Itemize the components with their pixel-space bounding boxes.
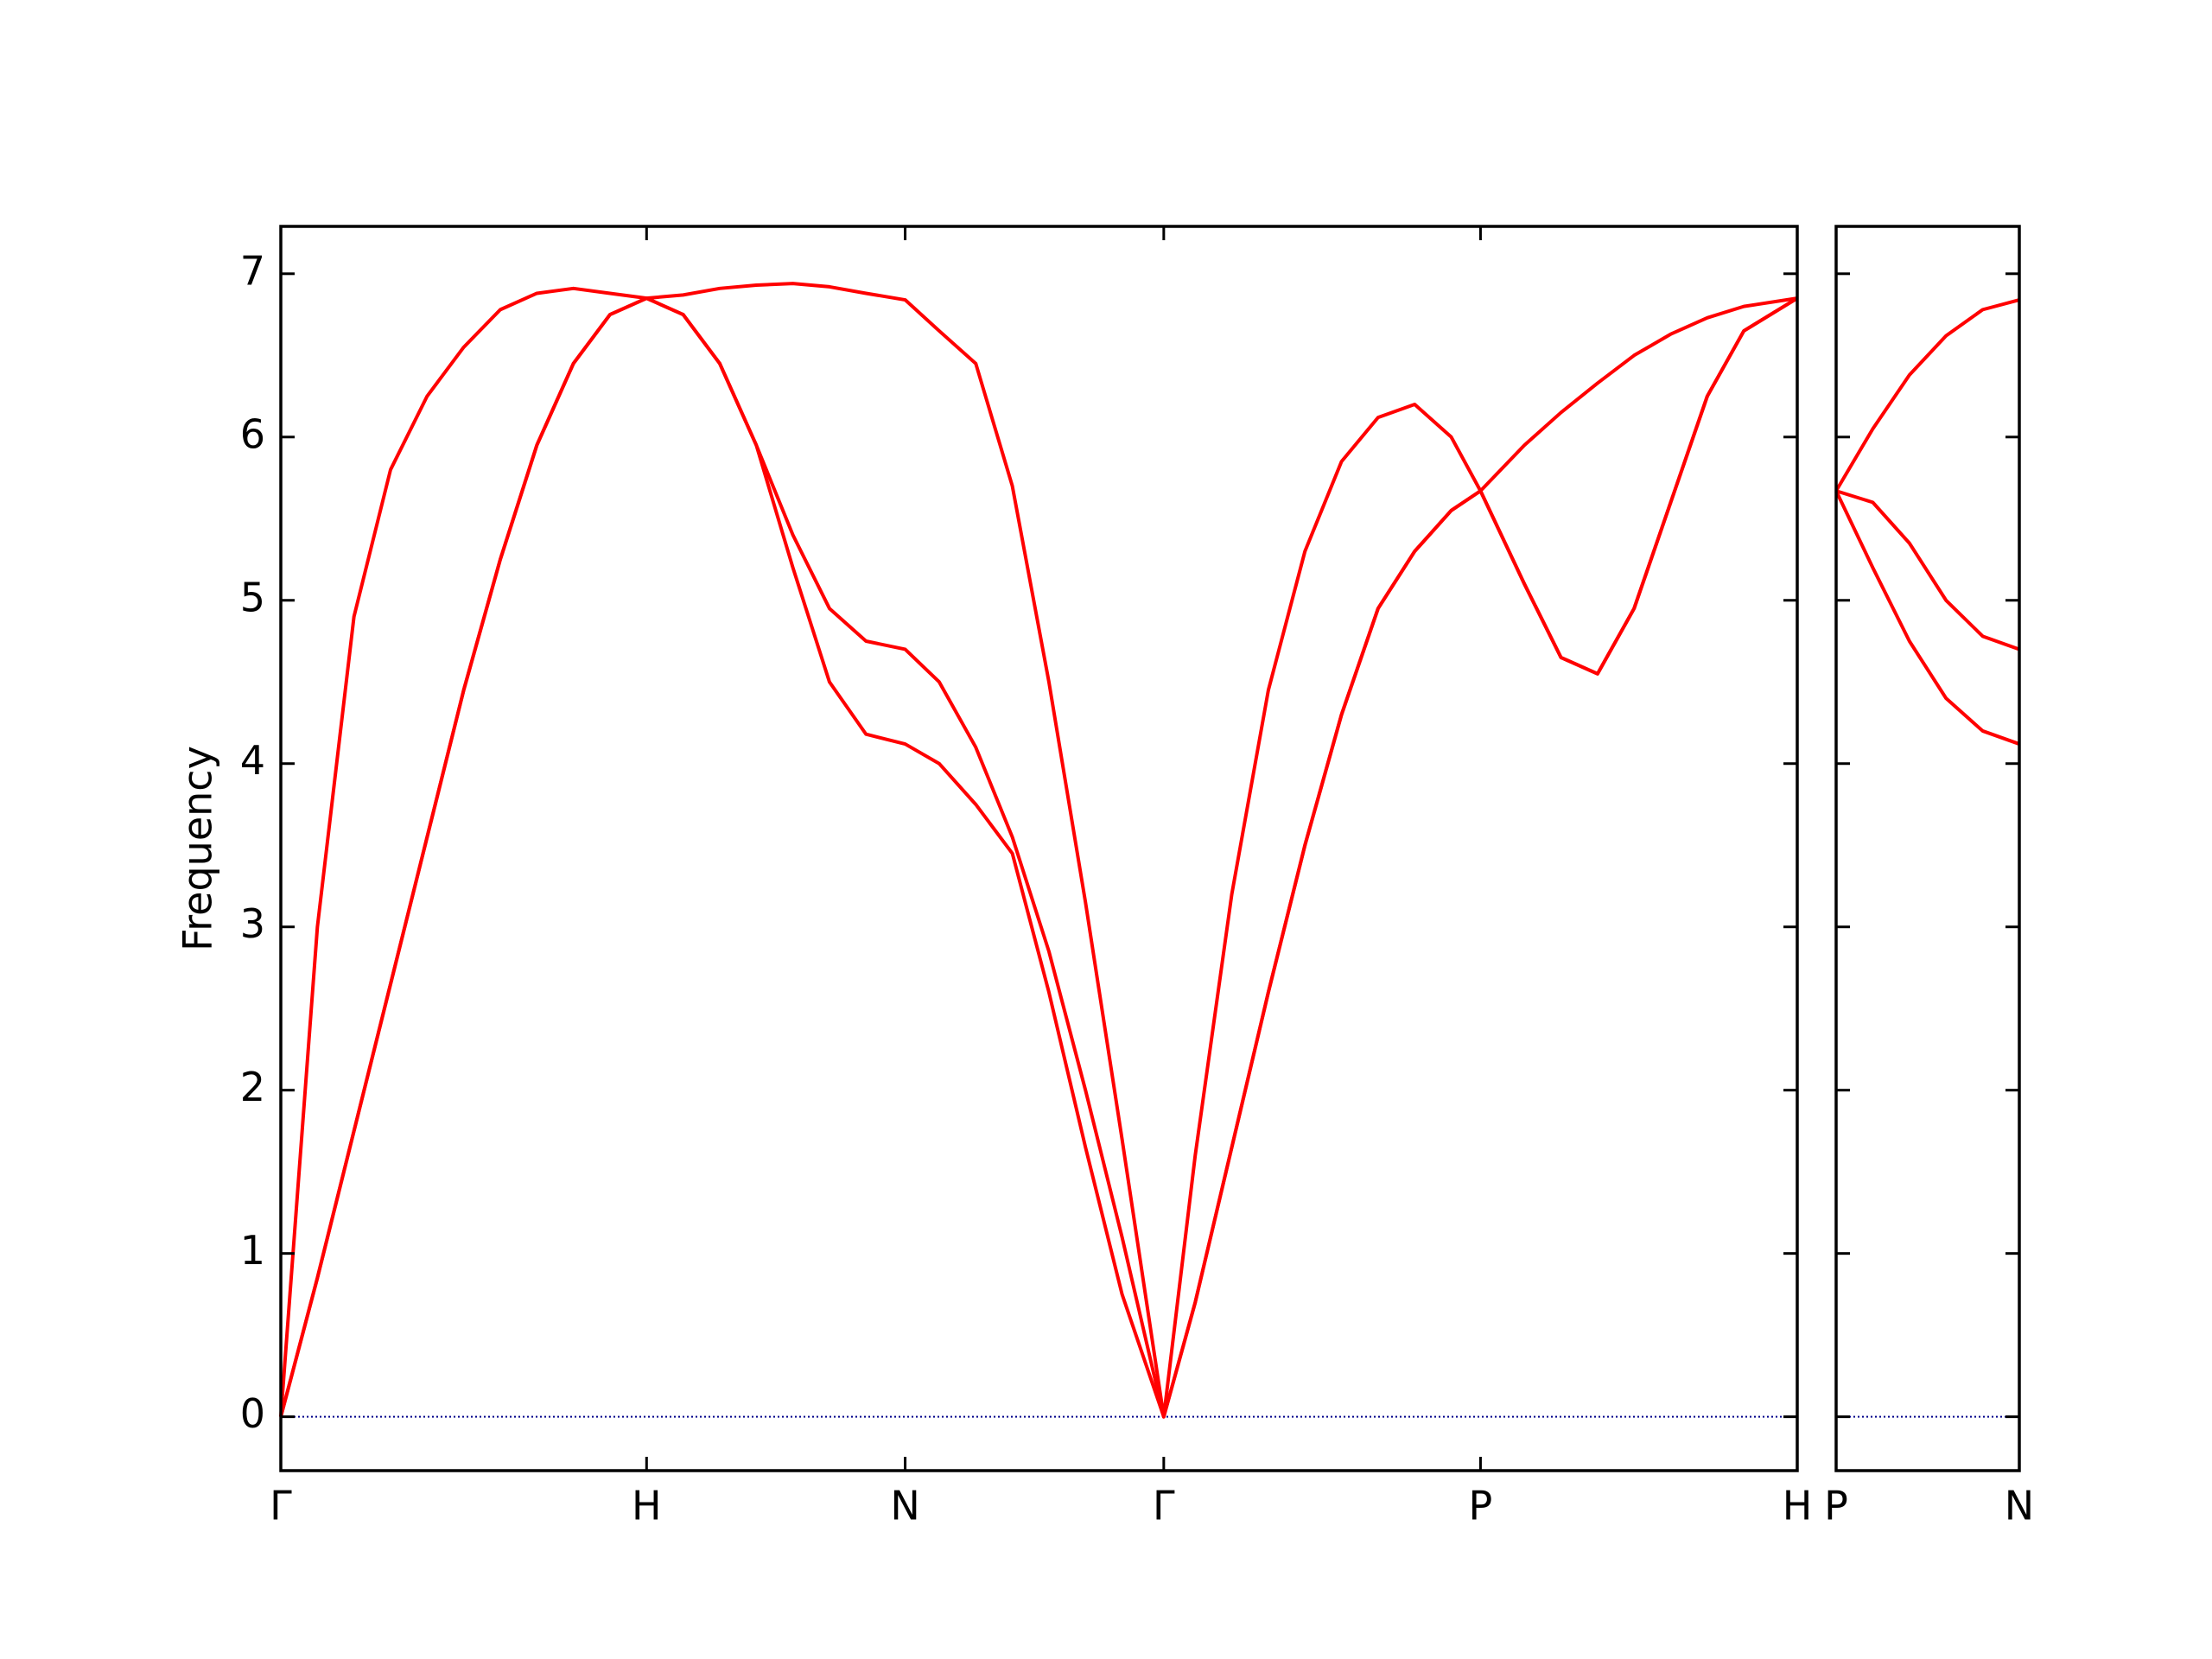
band-line	[279, 296, 1799, 1419]
band-line	[1834, 298, 2020, 493]
band-line	[1835, 489, 2020, 652]
y-tick-label: 1	[240, 1227, 265, 1274]
y-tick-label: 0	[240, 1390, 265, 1437]
x-tick-label: P	[1469, 1483, 1493, 1529]
plot-frame	[279, 225, 1799, 1472]
plot-frame	[1834, 225, 2021, 1472]
x-tick-label: P	[1824, 1483, 1848, 1529]
x-tick-label: N	[2005, 1483, 2034, 1529]
x-tick-label: H	[632, 1483, 662, 1529]
band-line	[279, 282, 1798, 1419]
x-tick-label: Γ	[270, 1483, 292, 1529]
band-line	[1834, 490, 2020, 746]
y-axis-label: Frequency	[175, 746, 221, 951]
y-tick-label: 5	[240, 574, 265, 620]
x-tick-label: H	[1783, 1483, 1813, 1529]
band-line	[279, 296, 1799, 1419]
y-tick-label: 7	[240, 247, 265, 294]
y-tick-label: 3	[240, 900, 265, 947]
y-tick-label: 6	[240, 410, 265, 457]
x-tick-label: Γ	[1153, 1483, 1175, 1529]
y-tick-label: 4	[240, 737, 265, 784]
y-tick-label: 2	[240, 1064, 265, 1110]
x-tick-label: N	[890, 1483, 919, 1529]
